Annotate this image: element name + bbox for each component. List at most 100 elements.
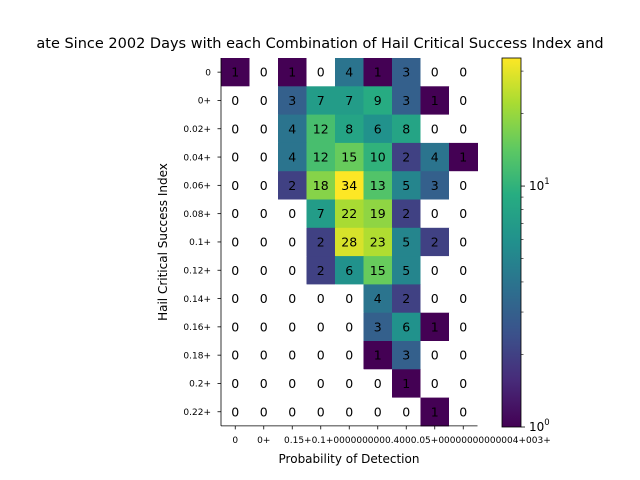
heatmap-cell [449,86,478,116]
heatmap-cell [249,227,279,257]
y-tick-label: 0.18+ [183,351,211,361]
cell-value-label: 0 [431,348,439,363]
y-axis: 0 0+ 0.02+ 0.04+ 0.06+ 0.08+ 0.1+ 0.12+ 0.14+ 0.1… [183,58,222,426]
cell-value-label: 0 [231,121,239,136]
cell-value-label: 0 [231,206,239,221]
heatmap-cell [306,58,336,87]
cell-value-label: 0 [260,93,268,108]
cell-value-label: 0 [459,263,467,278]
cell-value-label: 0 [459,121,467,136]
y-tick-label: 0.14+ [183,295,211,305]
heatmap-cell [335,114,364,144]
cell-value-label: 0 [260,206,268,221]
cell-value-label: 0 [260,348,268,363]
cell-value-label: 0 [402,404,410,419]
cell-value-label: 7 [317,93,325,108]
heatmap-cell [420,199,450,229]
cell-value-label: 1 [288,65,296,80]
heatmap-cell [335,256,364,285]
cell-value-label: 6 [402,319,410,334]
heatmap-cell [335,86,364,116]
heatmap-cell [363,284,393,314]
heatmap-cell [449,142,478,172]
heatmap-cell [306,227,336,257]
heatmap-cell [449,227,478,257]
cell-value-label: 3 [402,348,410,363]
cell-value-label: 0 [231,150,239,165]
heatmap-cell [278,341,307,370]
heatmap-cell [278,227,307,257]
cell-value-label: 0 [231,319,239,334]
heatmap-cell [221,199,250,229]
cell-value-label: 1 [231,65,239,80]
heatmap-cell [306,199,336,229]
heatmap-cell [335,227,364,257]
heatmap-cell [306,142,336,172]
cell-value-label: 0 [288,291,296,306]
heatmap-cell [392,86,421,116]
heatmap-cell [392,199,421,229]
heatmap-cell [278,256,307,285]
cell-value-label: 1 [431,319,439,334]
cell-value-label: 6 [374,121,382,136]
heatmap-cell [278,369,307,399]
heatmap-cell [249,341,279,370]
cell-value-label: 0 [260,291,268,306]
heatmap-cell [221,58,250,87]
cell-value-label: 0 [260,376,268,391]
heatmap-cell [221,86,250,116]
chart-title: ate Since 2002 Days with each Combinatio… [36,36,603,52]
heatmap-cell [363,58,393,87]
heatmap-cell [420,256,450,285]
cell-value-label: 34 [341,178,357,193]
cell-value-label: 3 [288,93,296,108]
heatmap-cell [420,341,450,370]
cell-value-label: 0 [317,291,325,306]
heatmap-cell [249,312,279,342]
cell-value-label: 0 [260,150,268,165]
heatmap-cell [392,114,421,144]
heatmap-cell [420,369,450,399]
x-tick-label: 0 [232,436,238,446]
colorbar-tick-label: 100 [529,418,550,434]
heatmap-cell [278,199,307,229]
cell-value-label: 4 [374,291,382,306]
cell-value-label: 5 [402,178,410,193]
cell-value-label: 0 [431,121,439,136]
heatmap-cell [363,256,393,285]
heatmap-cell [221,397,250,427]
cell-value-label: 1 [402,376,410,391]
heatmap-cell [249,397,279,427]
heatmap-cell [249,256,279,285]
cell-value-label: 0 [345,291,353,306]
heatmap-cell [221,171,250,200]
heatmap-cell [221,142,250,172]
heatmap-cell [363,199,393,229]
cell-value-label: 15 [370,263,386,278]
cell-value-label: 0 [317,376,325,391]
heatmap-cell [306,86,336,116]
heatmap-cell [335,142,364,172]
cell-value-label: 8 [345,121,353,136]
heatmap-cell [363,171,393,200]
cell-value-label: 0 [288,206,296,221]
cell-value-label: 19 [370,206,386,221]
cell-value-label: 1 [374,348,382,363]
heatmap-cell [249,199,279,229]
cell-value-label: 0 [459,234,467,249]
colorbar-gradient [501,57,522,428]
cell-value-label: 0 [317,348,325,363]
cell-value-label: 0 [459,404,467,419]
heatmap-cell [335,284,364,314]
heatmap-cell [420,114,450,144]
heatmap-cell [306,284,336,314]
heatmap-cell [278,312,307,342]
heatmap-cell [278,114,307,144]
heatmap-cell [221,284,250,314]
heatmap-cell [420,284,450,314]
cell-value-label: 0 [260,65,268,80]
cell-value-label: 0 [260,234,268,249]
cell-value-label: 1 [459,150,467,165]
cell-value-label: 0 [431,65,439,80]
heatmap-cell [449,369,478,399]
